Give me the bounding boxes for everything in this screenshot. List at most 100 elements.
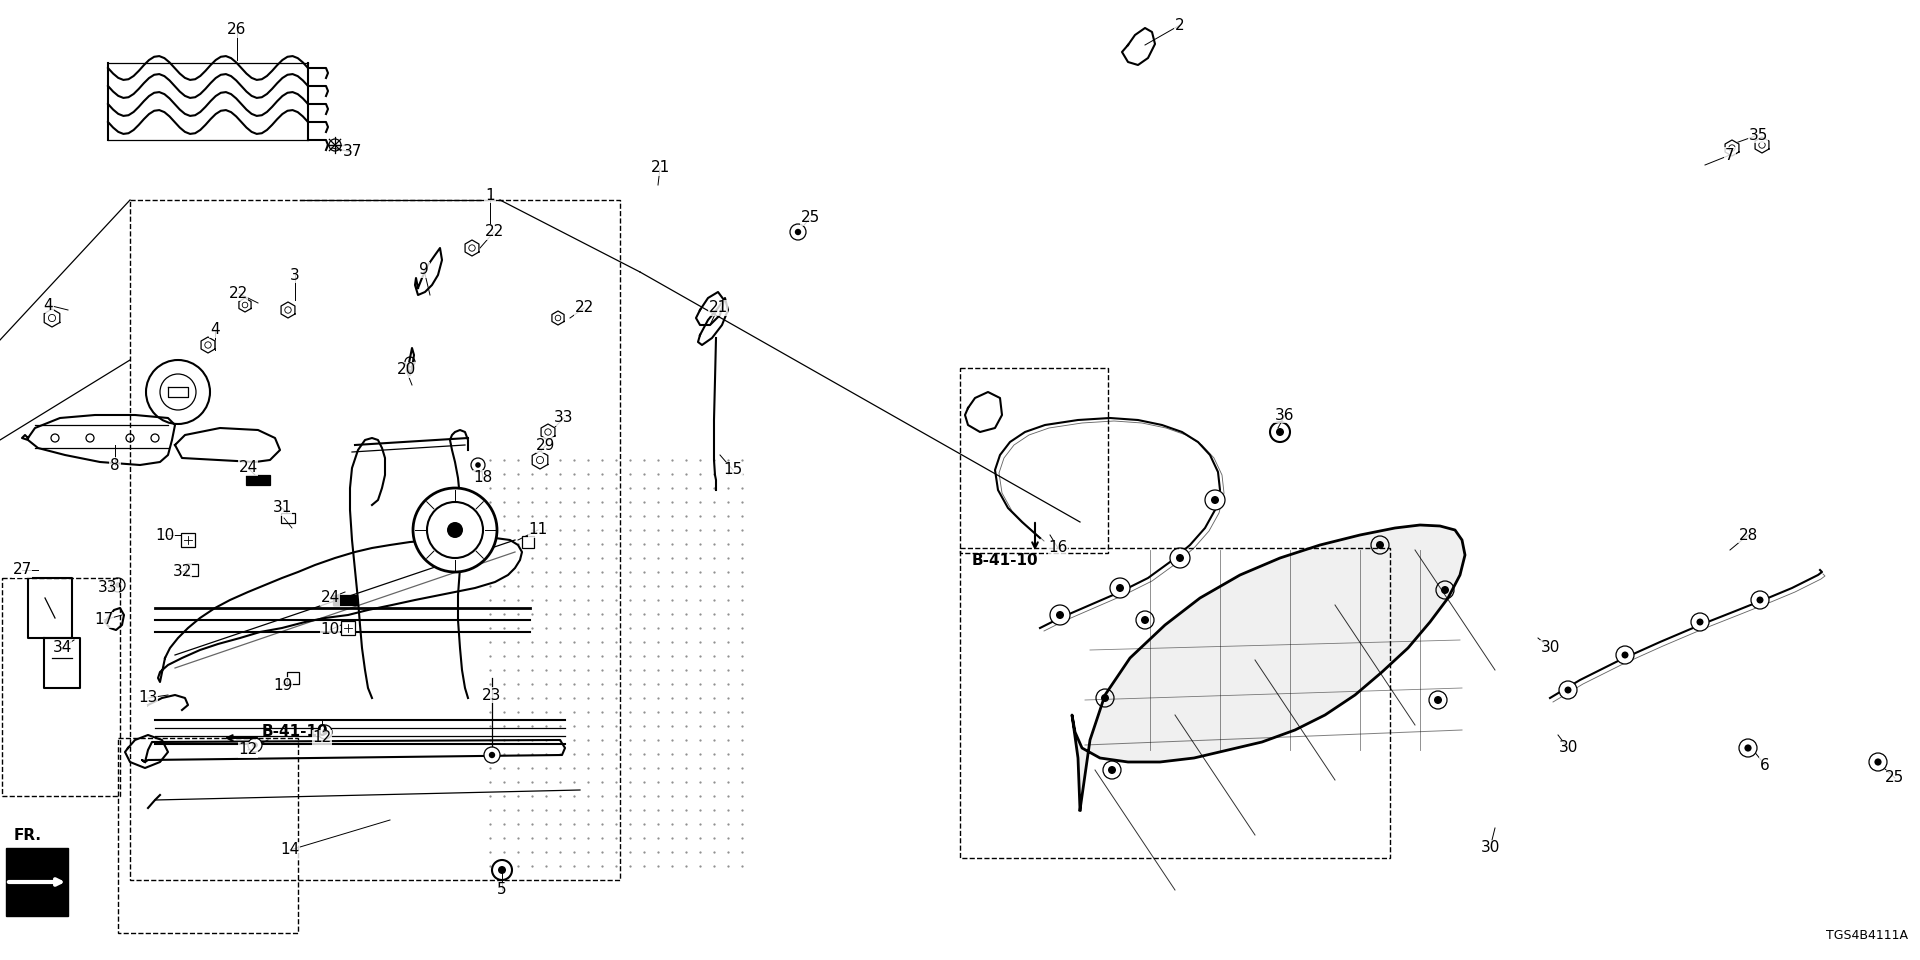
Text: 6: 6 xyxy=(1761,757,1770,773)
FancyBboxPatch shape xyxy=(6,848,67,916)
Text: 30: 30 xyxy=(1480,841,1500,855)
Bar xyxy=(131,200,620,880)
Text: 19: 19 xyxy=(273,678,292,692)
Circle shape xyxy=(497,866,507,874)
Text: 15: 15 xyxy=(724,463,743,477)
Circle shape xyxy=(1056,611,1064,619)
Text: 5: 5 xyxy=(497,882,507,898)
Text: 2: 2 xyxy=(1175,17,1185,33)
Circle shape xyxy=(1110,578,1131,598)
Circle shape xyxy=(319,725,332,739)
Polygon shape xyxy=(541,424,555,440)
Circle shape xyxy=(323,730,328,734)
Polygon shape xyxy=(202,337,215,353)
Text: 16: 16 xyxy=(1048,540,1068,556)
Text: 7: 7 xyxy=(1726,148,1736,162)
Circle shape xyxy=(1740,739,1757,757)
Circle shape xyxy=(476,462,480,468)
Text: 11: 11 xyxy=(528,522,547,538)
Circle shape xyxy=(1212,496,1219,504)
Text: 12: 12 xyxy=(313,731,332,746)
Circle shape xyxy=(1277,428,1284,436)
Circle shape xyxy=(248,738,261,752)
Text: 22: 22 xyxy=(228,285,248,300)
Text: 25: 25 xyxy=(1885,771,1905,785)
Text: 32: 32 xyxy=(173,564,192,580)
Text: 1: 1 xyxy=(486,187,495,203)
Polygon shape xyxy=(349,438,386,698)
Polygon shape xyxy=(44,309,60,327)
Circle shape xyxy=(1751,591,1768,609)
Circle shape xyxy=(1434,696,1442,704)
Bar xyxy=(2,578,119,796)
Polygon shape xyxy=(1755,137,1768,153)
Circle shape xyxy=(1697,618,1703,626)
Text: 34: 34 xyxy=(52,640,71,656)
Text: 14: 14 xyxy=(280,843,300,857)
Text: 4: 4 xyxy=(42,298,54,313)
Bar xyxy=(246,475,271,485)
Circle shape xyxy=(1050,605,1069,625)
Polygon shape xyxy=(551,311,564,325)
Text: 31: 31 xyxy=(273,500,292,516)
Text: 36: 36 xyxy=(1275,407,1294,422)
Circle shape xyxy=(1565,686,1571,693)
Text: 37: 37 xyxy=(342,145,361,159)
Bar xyxy=(180,533,196,547)
Circle shape xyxy=(1617,646,1634,664)
Circle shape xyxy=(1140,616,1148,624)
Circle shape xyxy=(1108,766,1116,774)
Text: 33: 33 xyxy=(555,411,574,425)
Text: 9: 9 xyxy=(419,262,428,277)
Circle shape xyxy=(1559,681,1576,699)
Text: 33: 33 xyxy=(98,581,117,595)
Text: 8: 8 xyxy=(109,458,119,472)
Bar xyxy=(286,672,300,684)
Polygon shape xyxy=(157,537,522,682)
Bar xyxy=(280,513,296,523)
Circle shape xyxy=(1442,586,1450,594)
Text: 20: 20 xyxy=(396,363,415,377)
Polygon shape xyxy=(1121,28,1156,65)
Polygon shape xyxy=(1071,525,1465,810)
Circle shape xyxy=(252,742,257,748)
Text: 30: 30 xyxy=(1559,740,1578,756)
Text: 21: 21 xyxy=(651,160,670,176)
Text: 28: 28 xyxy=(1738,527,1757,542)
Text: 22: 22 xyxy=(484,225,503,239)
Circle shape xyxy=(795,228,801,235)
Polygon shape xyxy=(699,298,728,345)
Polygon shape xyxy=(280,302,296,318)
Text: TGS4B4111A: TGS4B4111A xyxy=(1826,929,1908,942)
Circle shape xyxy=(1745,744,1751,752)
Text: FR.: FR. xyxy=(13,828,42,843)
Circle shape xyxy=(490,752,495,758)
Text: B-41-10: B-41-10 xyxy=(261,724,328,739)
Text: 4: 4 xyxy=(209,323,219,338)
Circle shape xyxy=(470,458,486,472)
Text: 17: 17 xyxy=(94,612,113,628)
Polygon shape xyxy=(449,430,468,698)
Bar xyxy=(342,621,355,635)
Circle shape xyxy=(1100,694,1110,702)
Text: 30: 30 xyxy=(1540,640,1559,656)
Text: 21: 21 xyxy=(708,300,728,316)
Bar xyxy=(960,548,1390,858)
Bar xyxy=(960,368,1108,553)
Circle shape xyxy=(1868,753,1887,771)
Circle shape xyxy=(1269,422,1290,442)
Text: 26: 26 xyxy=(227,22,246,37)
Polygon shape xyxy=(1724,140,1740,156)
Text: 25: 25 xyxy=(801,210,820,226)
Circle shape xyxy=(1377,541,1384,549)
Text: 12: 12 xyxy=(238,742,257,757)
Circle shape xyxy=(115,582,121,588)
Text: 35: 35 xyxy=(1749,128,1768,142)
Circle shape xyxy=(484,747,499,763)
Text: 10: 10 xyxy=(156,527,175,542)
Bar xyxy=(522,536,534,548)
Text: 24: 24 xyxy=(238,461,257,475)
Circle shape xyxy=(1874,758,1882,766)
Circle shape xyxy=(1169,548,1190,568)
Text: 22: 22 xyxy=(574,300,593,316)
